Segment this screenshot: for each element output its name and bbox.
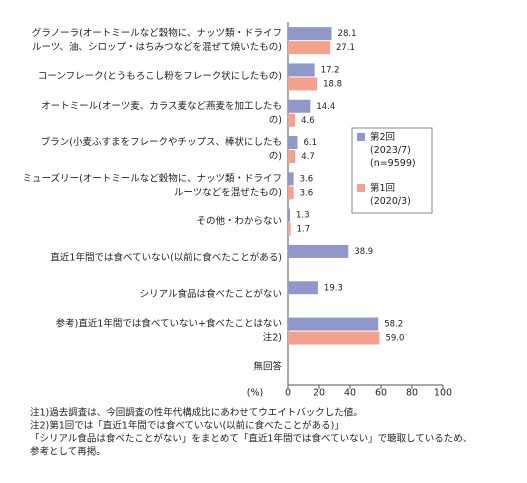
x-tick-label: 20 bbox=[313, 388, 325, 399]
bar bbox=[288, 41, 331, 55]
bar bbox=[288, 281, 318, 295]
legend-swatch bbox=[357, 184, 365, 192]
bar bbox=[288, 172, 294, 186]
bar bbox=[288, 27, 332, 41]
value-label: 4.6 bbox=[301, 116, 315, 126]
category-label: その他・わからない bbox=[196, 215, 282, 227]
value-label: 3.6 bbox=[300, 188, 314, 198]
x-tick-label: 0 bbox=[285, 388, 291, 399]
bar bbox=[288, 331, 380, 345]
value-label: 4.7 bbox=[301, 152, 315, 162]
category-label: 無回答 bbox=[253, 360, 282, 372]
bar bbox=[288, 208, 291, 222]
category-label: ミューズリー(オートミールなど穀物に、ナッツ類・ドライフルーツなどを混ぜたもの) bbox=[23, 172, 282, 198]
bar bbox=[288, 222, 291, 236]
bar bbox=[288, 113, 296, 127]
legend-label: 第1回(2020/3) bbox=[370, 182, 411, 207]
value-label: 59.0 bbox=[385, 334, 404, 344]
value-label: 3.6 bbox=[300, 174, 314, 184]
x-axis-label: (%) bbox=[247, 388, 263, 399]
value-label: 58.2 bbox=[384, 320, 403, 330]
value-label: 17.2 bbox=[321, 65, 340, 75]
bar bbox=[288, 186, 294, 200]
category-label: オートミール(オーツ麦、カラス麦など燕麦を加工したもの) bbox=[41, 99, 282, 125]
legend-swatch bbox=[357, 133, 365, 141]
bar bbox=[288, 63, 315, 77]
bar bbox=[288, 317, 379, 331]
category-label: ブラン(小麦ふすまをフレークやチップス、棒状にしたもの) bbox=[41, 136, 282, 162]
value-label: 27.1 bbox=[336, 43, 355, 53]
category-label: 参考)直近1年間では食べていない+食べたことはない注2) bbox=[56, 317, 282, 343]
category-label: シリアル食品は食べたことがない bbox=[140, 288, 282, 300]
legend-label: 第2回(2023/7) (n=9599) bbox=[370, 131, 416, 169]
value-label: 18.8 bbox=[323, 79, 342, 89]
x-tick-label: 80 bbox=[406, 388, 418, 399]
category-label: グラノーラ(オートミールなど穀物に、ナッツ類・ドライフルーツ、油、シロップ・はち… bbox=[32, 27, 282, 53]
note: 注1)過去調査は、今回調査の性年代構成比にあわせてウエイトバックした値。 bbox=[30, 407, 363, 419]
bar bbox=[288, 77, 318, 91]
value-label: 1.3 bbox=[296, 211, 310, 221]
value-label: 6.1 bbox=[303, 138, 317, 148]
note: 「シリアル食品は食べたことがない」をまとめて「直近1年間では食べていない」で聴取… bbox=[30, 433, 472, 445]
x-tick-label: 40 bbox=[344, 388, 356, 399]
value-label: 28.1 bbox=[338, 29, 357, 39]
value-label: 1.7 bbox=[297, 225, 311, 235]
x-tick-label: 60 bbox=[375, 388, 387, 399]
value-label: 38.9 bbox=[354, 247, 373, 257]
note: 参考として再掲。 bbox=[30, 446, 106, 458]
bar bbox=[288, 244, 349, 258]
value-label: 14.4 bbox=[316, 102, 335, 112]
value-label: 19.3 bbox=[324, 283, 343, 293]
note: 注2)第1回では「直近1年間では食べていない(以前に食べたことがある)」 bbox=[30, 420, 344, 432]
bar bbox=[288, 99, 311, 113]
legend-box bbox=[351, 127, 433, 214]
bar bbox=[288, 136, 298, 150]
category-label: コーンフレーク(とうもろこし粉をフレーク状にしたもの) bbox=[38, 70, 282, 82]
category-label: 直近1年間では食べていない(以前に食べたことがある) bbox=[50, 251, 282, 263]
x-tick-label: 100 bbox=[434, 388, 452, 399]
bar bbox=[288, 150, 296, 164]
